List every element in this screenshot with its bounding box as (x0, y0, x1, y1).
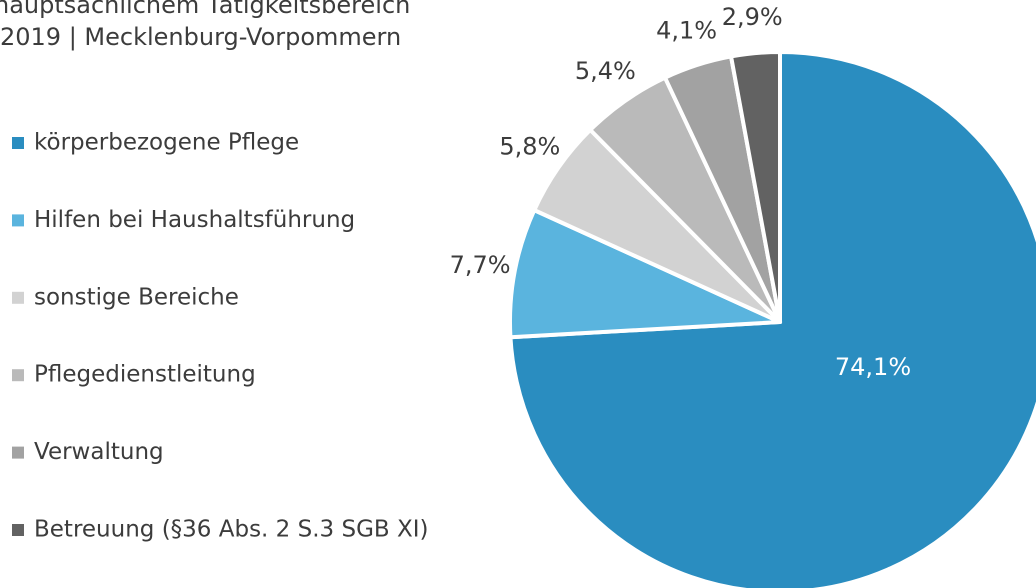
legend-label: Pflegedienstleitung (34, 362, 256, 388)
data-label: 7,7% (450, 251, 511, 279)
legend-label: Betreuung (§36 Abs. 2 S.3 SGB XI) (34, 517, 429, 543)
chart-title: hauptsächlichem Tätigkeitsbereich (0, 0, 410, 19)
legend-swatch (12, 446, 24, 459)
data-label: 4,1% (656, 17, 717, 45)
legend-label: körperbezogene Pflege (34, 130, 299, 156)
legend-label: Verwaltung (34, 439, 164, 465)
data-label: 5,8% (499, 132, 560, 160)
legend-swatch (12, 369, 24, 382)
legend-swatch (12, 214, 24, 227)
legend-swatch (12, 137, 24, 149)
data-label: 74,1% (835, 353, 911, 381)
pie-slice (508, 208, 782, 340)
legend-label: Hilfen bei Haushaltsführung (34, 207, 355, 233)
data-label: 5,4% (575, 57, 636, 85)
data-label: 2,9% (722, 3, 783, 31)
pie-slice (729, 50, 782, 324)
legend-label: sonstige Bereiche (34, 284, 239, 310)
chart-subtitle: 2019 | Mecklenburg-Vorpommern (0, 23, 401, 51)
pie-slice (508, 50, 1036, 588)
legend-swatch (12, 524, 24, 536)
legend-swatch (12, 291, 24, 304)
